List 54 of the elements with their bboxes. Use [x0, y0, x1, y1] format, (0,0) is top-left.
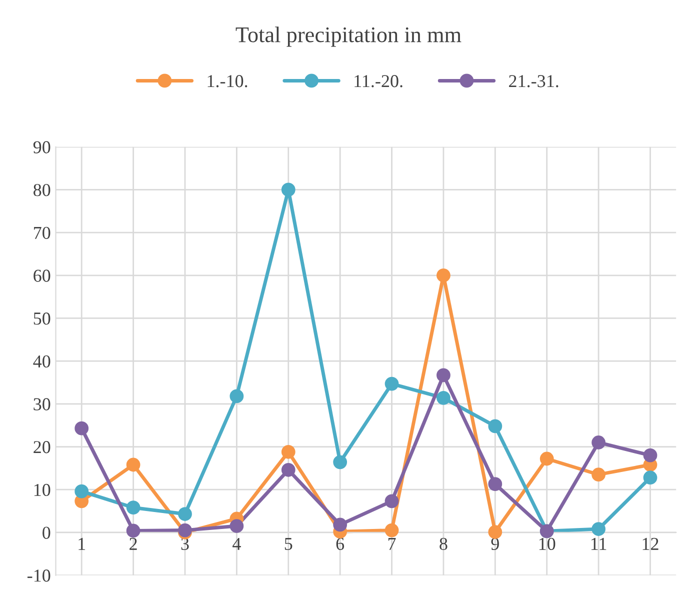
point — [281, 462, 296, 477]
point — [436, 268, 450, 282]
point — [592, 436, 606, 450]
x-tick-label: 8 — [440, 538, 448, 550]
point — [384, 523, 399, 538]
x-tick-label: 9 — [491, 538, 499, 550]
point — [592, 468, 606, 482]
x-tick-label: 5 — [284, 538, 292, 550]
y-tick-label: 70 — [34, 226, 50, 239]
point — [384, 376, 399, 391]
y-tick-label: 80 — [34, 184, 50, 196]
x-tick-label: 12 — [642, 538, 658, 550]
x-tick-label: 7 — [388, 538, 396, 550]
point — [230, 389, 244, 404]
point — [643, 470, 658, 485]
legend-label: 11.-20. — [354, 75, 402, 88]
legend-label: 21.-31. — [509, 75, 558, 88]
x-tick-label: 4 — [232, 538, 241, 550]
y-tick-label: 60 — [34, 270, 50, 282]
chart-title: Total precipitation in mm — [236, 26, 462, 47]
point — [281, 182, 296, 197]
y-tick-label: 50 — [34, 312, 50, 325]
point — [74, 421, 89, 436]
y-tick-label: 20 — [34, 441, 50, 454]
point — [488, 477, 502, 491]
point — [488, 419, 502, 434]
y-tick-label: 10 — [34, 484, 50, 496]
point — [126, 524, 140, 538]
x-tick-label: 1 — [78, 538, 86, 550]
point — [488, 525, 502, 539]
legend-label: 1.-10. — [208, 75, 248, 88]
point — [178, 507, 192, 521]
y-tick-label: 40 — [33, 355, 50, 368]
point — [126, 458, 140, 472]
x-tick-label: 6 — [336, 538, 344, 550]
point — [436, 368, 450, 382]
x-tick-label: 10 — [539, 538, 556, 550]
point — [281, 444, 296, 459]
point — [126, 500, 140, 515]
x-tick-label: 11 — [591, 538, 606, 550]
point — [643, 448, 658, 462]
point — [592, 522, 606, 536]
x-tick-label: 2 — [130, 538, 137, 550]
point — [384, 494, 399, 508]
point — [230, 519, 244, 533]
point — [436, 390, 450, 405]
point — [333, 455, 348, 470]
y-tick-label: 30 — [34, 398, 50, 410]
y-tick-label: -10 — [28, 570, 50, 582]
point — [540, 452, 554, 466]
point — [74, 484, 89, 498]
y-tick-label: 0 — [42, 526, 50, 539]
point — [333, 518, 348, 532]
y-tick-label: 90 — [33, 141, 50, 154]
